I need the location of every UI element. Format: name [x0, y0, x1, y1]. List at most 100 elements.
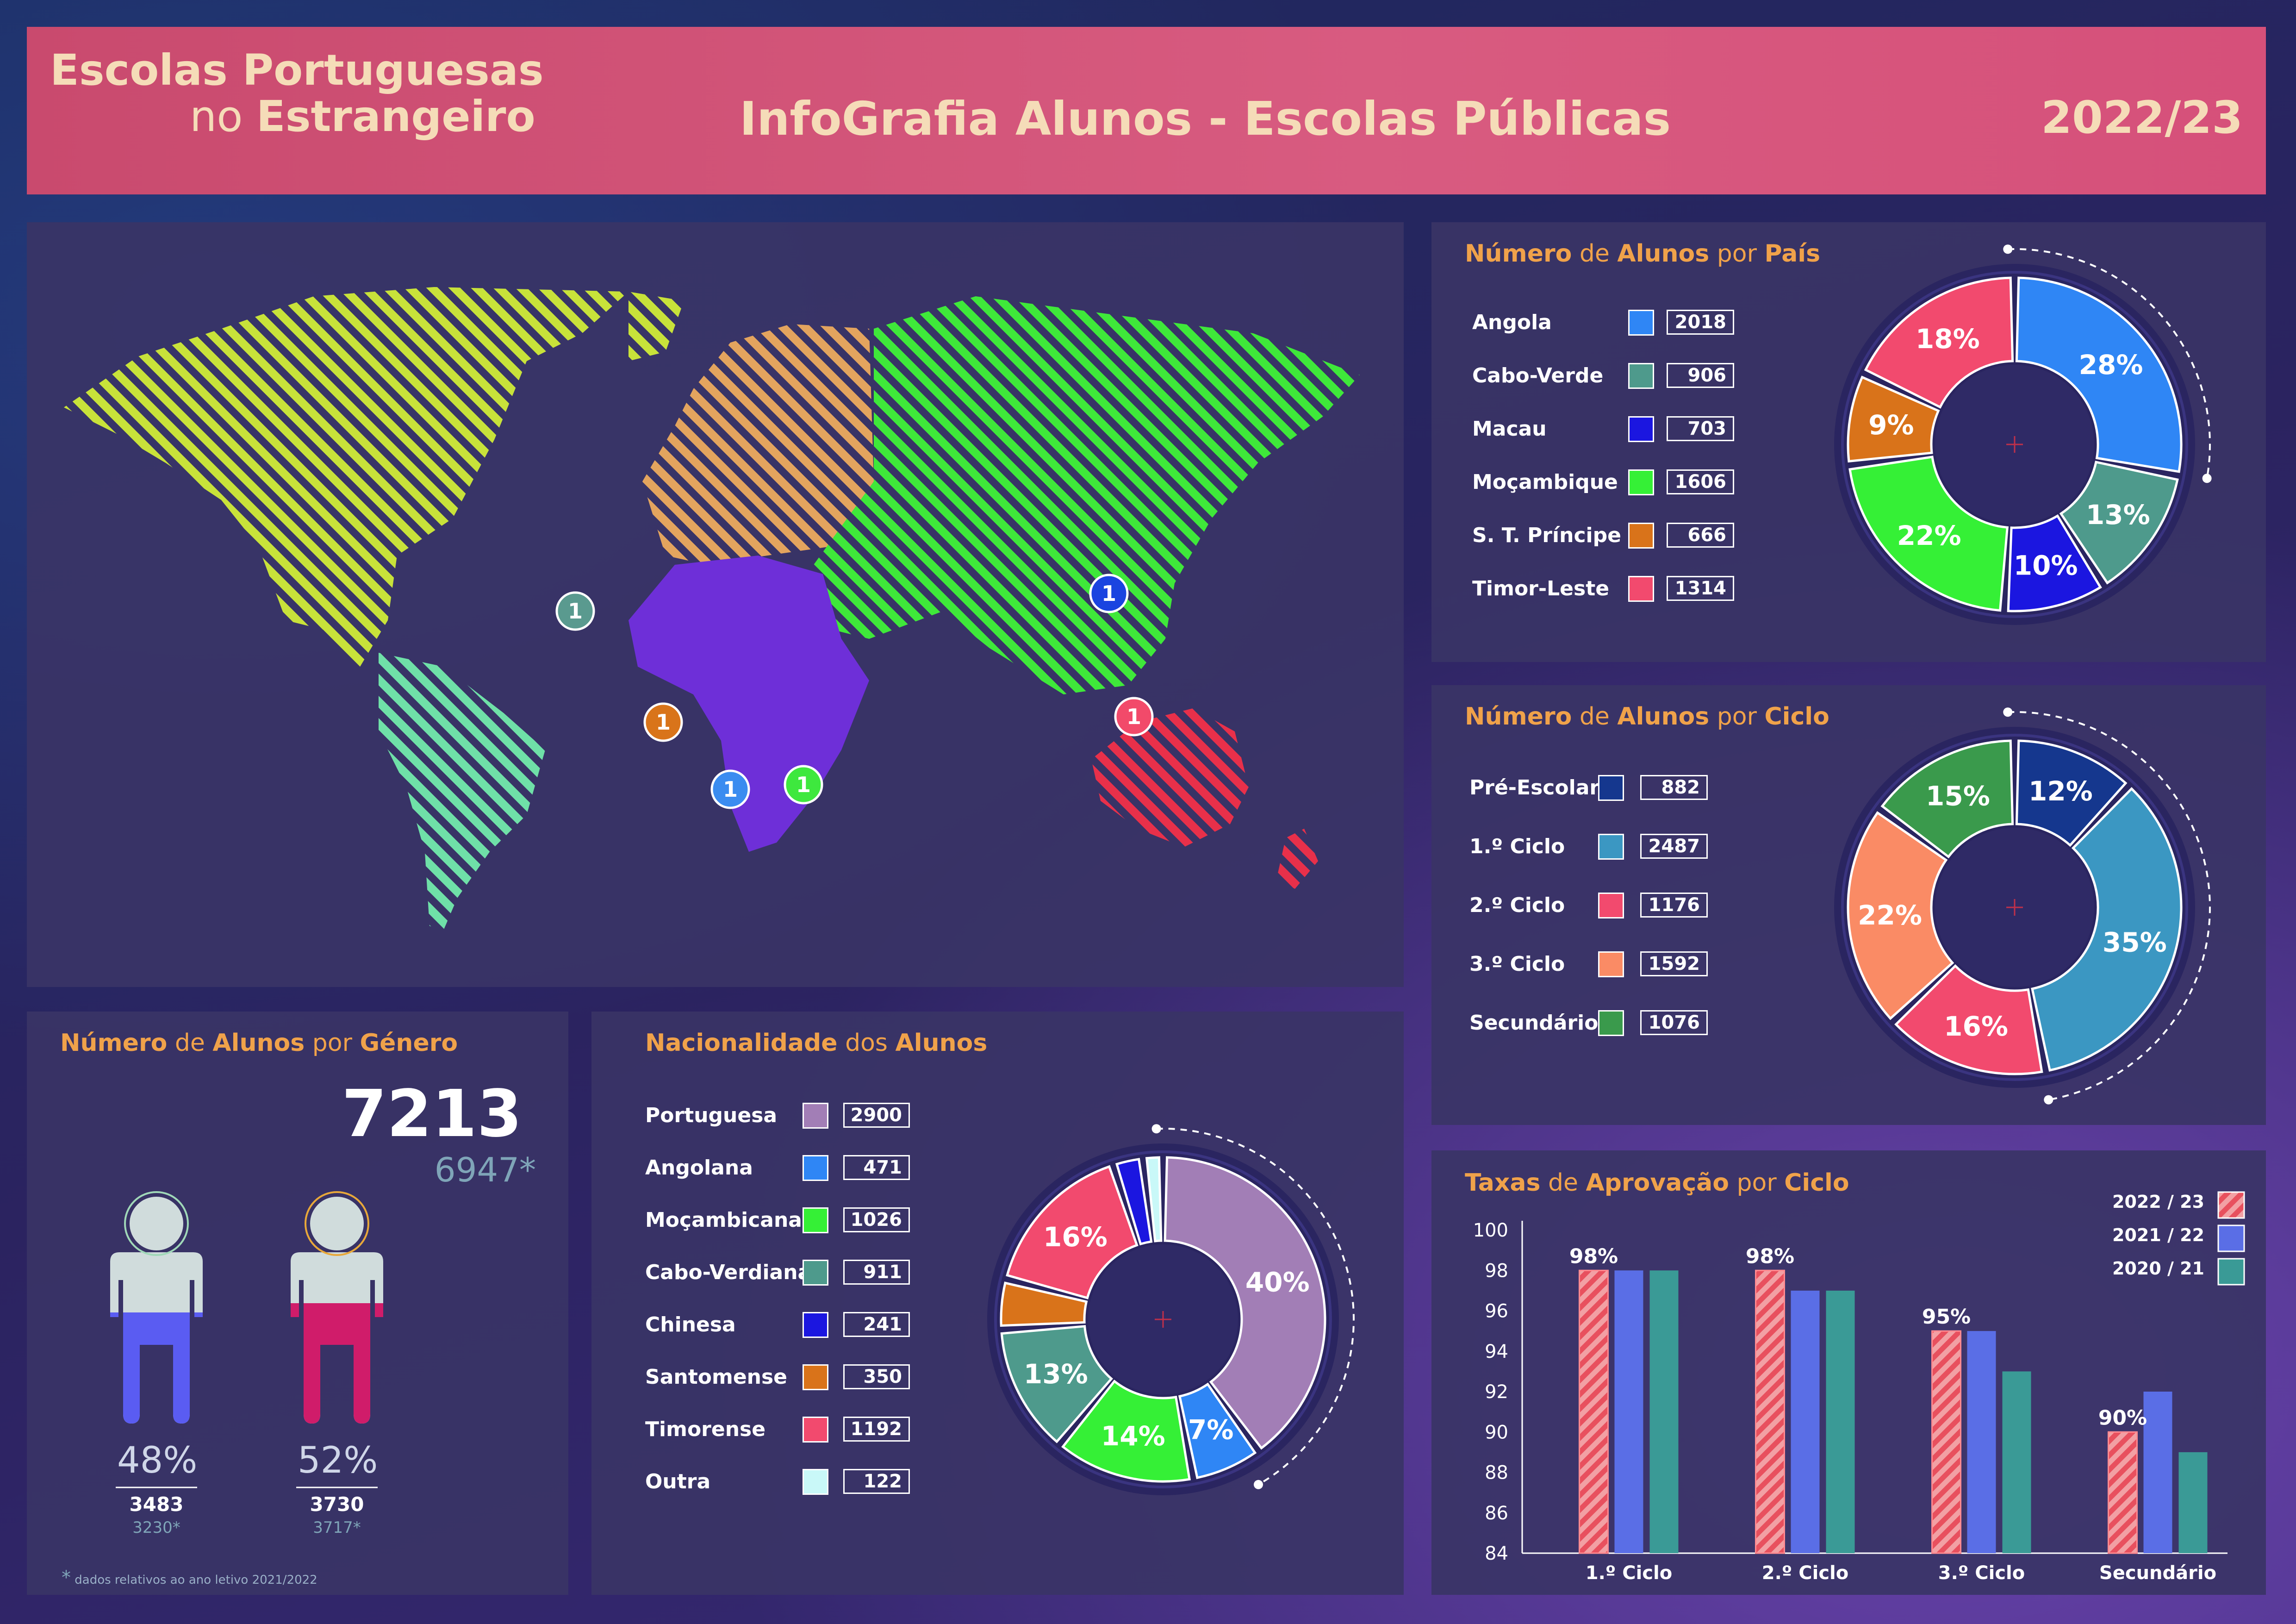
nacionalidade-row-value: 2900: [843, 1103, 910, 1128]
ciclo-row-value: 1076: [1640, 1010, 1708, 1035]
ciclo-row-label: Secundário: [1469, 1011, 1599, 1035]
ciclo-row-label: 2.º Ciclo: [1469, 893, 1565, 917]
pais-row-value: 1314: [1667, 576, 1734, 601]
pais-row-value: 666: [1667, 523, 1734, 548]
pais-color-swatch: [1628, 363, 1654, 389]
bar: [1791, 1290, 1820, 1553]
pais-row-label: Moçambique: [1472, 470, 1618, 494]
ciclo-row-label: Pré-Escolar: [1469, 776, 1600, 800]
pais-slice-label: 9%: [1868, 409, 1914, 441]
pais-row-label: Macau: [1472, 417, 1547, 441]
nacionalidade-row-label: Cabo-Verdiana: [645, 1261, 812, 1284]
ciclo-slice-label: 22%: [1858, 899, 1922, 931]
pais-panel: Número de Alunos por País Angola 2018 Cabo…: [1431, 222, 2266, 662]
nacionalidade-slice-label: 16%: [1043, 1221, 1108, 1253]
ciclo-slice-label: 15%: [1926, 780, 1990, 812]
europe-shape: [642, 324, 874, 565]
female-count-previous: 3717*: [313, 1518, 361, 1537]
nacionalidade-donut-slice: [1145, 1156, 1163, 1243]
country-marker[interactable]: 1: [555, 591, 595, 631]
country-marker[interactable]: 1: [784, 765, 823, 805]
y-tick-label: 84: [1485, 1543, 1508, 1564]
nacionalidade-color-swatch: [803, 1312, 828, 1338]
nacionalidade-donut-slice: [1006, 1165, 1139, 1299]
nacionalidade-donut-slice: [1061, 1380, 1191, 1483]
legend-label: 2021 / 22: [2112, 1225, 2204, 1245]
pais-donut-slice: [1864, 276, 2014, 409]
bar-data-label: 98%: [1569, 1244, 1618, 1268]
nacionalidade-slice-label: 13%: [1024, 1358, 1088, 1390]
country-marker[interactable]: 1: [1114, 697, 1154, 737]
nacionalidade-donut-slice: [1178, 1382, 1257, 1480]
nacionalidade-slice-label: 7%: [1188, 1414, 1233, 1446]
ciclo-title: Número de Alunos por Ciclo: [1465, 703, 1829, 731]
pais-donut-slice: [2015, 276, 2183, 473]
pais-row-value: 1606: [1667, 469, 1734, 494]
brand-line-1: Escolas Portuguesas: [50, 45, 544, 95]
bar: [1614, 1270, 1643, 1553]
taxas-panel: Taxas de Aprovação por Ciclo 100 98 96 94 92…: [1431, 1150, 2266, 1595]
nacionalidade-row-label: Portuguesa: [645, 1104, 778, 1127]
pais-row-label: Angola: [1472, 311, 1552, 334]
legend-label: 2020 / 21: [2112, 1258, 2204, 1279]
world-map-panel: 1 1 1 1 1 1: [27, 222, 1404, 987]
ciclo-panel: Número de Alunos por Ciclo Pré-Escolar 88…: [1431, 685, 2266, 1125]
pais-color-swatch: [1628, 310, 1654, 336]
ciclo-slice-label: 12%: [2028, 775, 2093, 807]
pais-donut-slice: [1848, 456, 2009, 612]
ciclo-color-swatch: [1598, 834, 1624, 860]
ciclo-donut-slice: [1894, 964, 2043, 1075]
greenland-shape: [628, 292, 684, 361]
nacionalidade-donut-slice: [1000, 1281, 1088, 1327]
asia-shape: [814, 296, 1360, 694]
ciclo-color-swatch: [1598, 951, 1624, 977]
nacionalidade-color-swatch: [803, 1364, 828, 1390]
brand-line-2: no Estrangeiro: [190, 92, 535, 141]
pais-title: Número de Alunos por País: [1465, 240, 1821, 268]
nacionalidade-panel: Nacionalidade dos Alunos Portuguesa 2900 A…: [591, 1012, 1404, 1595]
pais-slice-label: 28%: [2079, 349, 2143, 381]
pais-slice-label: 10%: [2014, 550, 2078, 581]
pais-row-value: 906: [1667, 363, 1734, 388]
bar: [1579, 1269, 1609, 1554]
legend-swatch: [2217, 1224, 2245, 1252]
south-america-shape: [379, 653, 545, 931]
bar: [1755, 1269, 1785, 1554]
pais-slice-label: 13%: [2086, 499, 2150, 531]
pais-donut-slice: [1847, 375, 1940, 463]
x-category-label: 3.º Ciclo: [1938, 1562, 2025, 1584]
nacionalidade-row-value: 1192: [843, 1417, 910, 1442]
x-category-label: Secundário: [2099, 1562, 2216, 1584]
y-tick-label: 88: [1485, 1462, 1508, 1484]
nacionalidade-row-value: 350: [843, 1364, 910, 1389]
ciclo-donut-slice: [1847, 811, 1954, 1020]
pais-color-swatch: [1628, 469, 1654, 495]
total-students-previous: 6947*: [434, 1150, 536, 1189]
nacionalidade-color-swatch: [803, 1469, 828, 1495]
ciclo-slice-label: 35%: [2103, 926, 2167, 958]
ciclo-row-value: 1176: [1640, 893, 1708, 918]
nacionalidade-donut-chart: 40% 7% 14% 13% 16%: [987, 1124, 1355, 1495]
pais-color-swatch: [1628, 416, 1654, 442]
country-marker[interactable]: 1: [710, 769, 750, 809]
page-title: InfoGrafia Alunos - Escolas Públicas: [740, 92, 1671, 146]
country-marker[interactable]: 1: [1089, 574, 1129, 613]
ciclo-donut-slice: [1880, 739, 2014, 859]
country-marker[interactable]: 1: [643, 702, 683, 742]
nacionalidade-title: Nacionalidade dos Alunos: [645, 1029, 988, 1057]
pais-slice-label: 18%: [1916, 323, 1980, 355]
bar-data-label: 90%: [2098, 1406, 2147, 1430]
nacionalidade-donut-slice: [1000, 1325, 1113, 1443]
y-tick-label: 86: [1485, 1503, 1508, 1524]
bar: [2108, 1431, 2138, 1554]
nacionalidade-color-swatch: [803, 1260, 828, 1286]
x-category-label: 1.º Ciclo: [1586, 1562, 1672, 1584]
total-students: 7213: [342, 1076, 522, 1152]
oceania-shape: [1091, 708, 1249, 847]
world-map: 1 1 1 1 1 1: [64, 287, 1360, 931]
bar: [2143, 1392, 2172, 1553]
pais-row-value: 2018: [1667, 310, 1734, 335]
pais-donut-slice: [2059, 461, 2179, 585]
nacionalidade-slice-label: 14%: [1101, 1420, 1165, 1452]
nacionalidade-row-label: Outra: [645, 1470, 711, 1493]
